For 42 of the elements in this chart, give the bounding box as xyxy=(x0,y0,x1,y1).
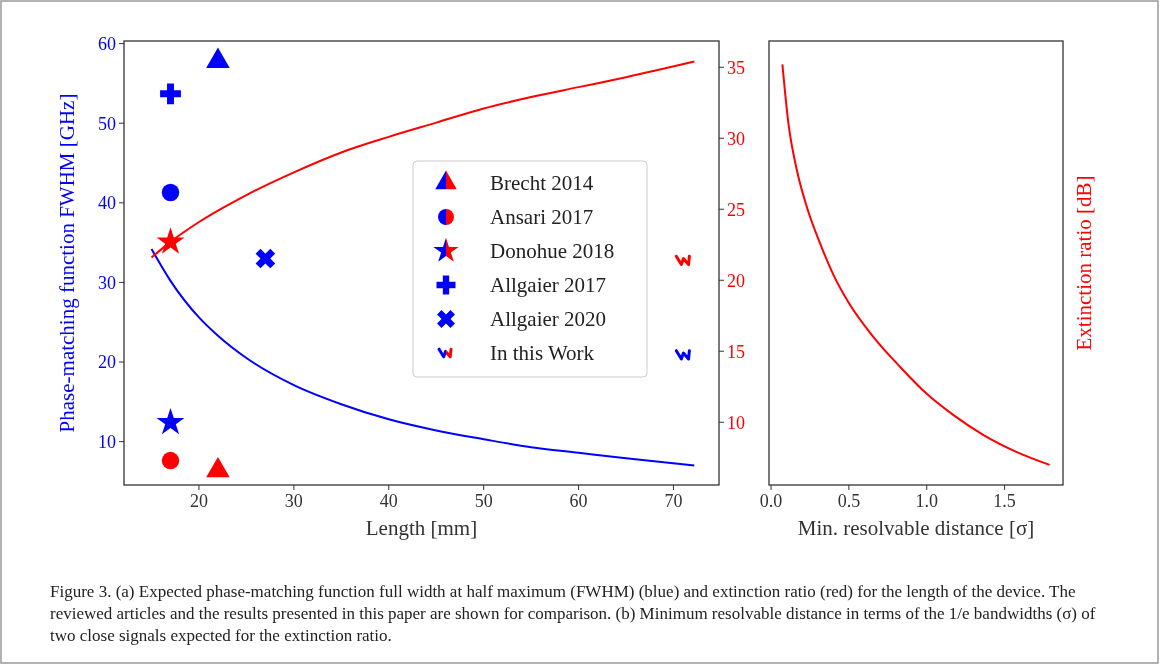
x-tick-label: 0.0 xyxy=(759,491,783,511)
y2-tick-label: 35 xyxy=(727,57,745,78)
legend-label: Donohue 2018 xyxy=(490,239,615,264)
y-tick-label: 50 xyxy=(98,113,116,134)
y2-tick-label: 25 xyxy=(727,199,745,220)
point xyxy=(160,83,181,105)
y2-axis-title: Extinction ratio [dB] xyxy=(1072,175,1096,351)
x-tick-label: 1.5 xyxy=(993,491,1016,511)
caption: Figure 3. (a) Expected phase-matching function full width at half maximum (FWHM) (blue) and extinction ratio (red) for the length of the device. The reviewed articles and the results presented in this paper are shown for comparison. (b) Minimum resolvable distance in terms of the 1/e bandwidths (σ) of two close signals expected for the extinction ratio. xyxy=(50,582,1096,645)
y-axis-title: Phase-matching function FWHM [GHz] xyxy=(55,93,79,433)
x-tick-label: 60 xyxy=(569,491,588,511)
point xyxy=(674,349,691,361)
point xyxy=(255,248,276,269)
y-tick-label: 20 xyxy=(98,352,116,373)
point xyxy=(156,227,185,254)
y2-tick-label: 20 xyxy=(727,270,745,291)
legend-label: Brecht 2014 xyxy=(490,171,594,196)
legend-label: Allgaier 2017 xyxy=(490,273,607,298)
x-tick-label: 30 xyxy=(284,491,303,511)
x-axis-title: Length [mm] xyxy=(365,516,478,540)
legend-label: Ansari 2017 xyxy=(490,205,594,230)
x-axis-title: Min. resolvable distance [σ] xyxy=(797,516,1035,540)
point xyxy=(161,183,180,202)
legend-label: Allgaier 2020 xyxy=(490,307,607,332)
y2-tick-label: 10 xyxy=(727,412,745,433)
x-tick-label: 40 xyxy=(379,491,398,511)
y-tick-label: 40 xyxy=(98,193,116,214)
y-tick-label: 10 xyxy=(98,431,116,452)
line-series xyxy=(150,60,696,259)
x-tick-label: 50 xyxy=(474,491,493,511)
point xyxy=(161,451,180,470)
y2-tick-label: 30 xyxy=(727,128,745,149)
y2-tick-label: 15 xyxy=(727,341,745,362)
x-tick-label: 20 xyxy=(189,491,208,511)
y-tick-label: 30 xyxy=(98,272,116,293)
point xyxy=(674,254,691,267)
x-tick-label: 0.5 xyxy=(837,491,861,511)
legend-label: In this Work xyxy=(490,341,595,366)
point xyxy=(156,407,185,435)
y-tick-label: 60 xyxy=(98,33,116,54)
x-tick-label: 70 xyxy=(664,491,683,511)
x-tick-label: 1.0 xyxy=(915,491,938,511)
